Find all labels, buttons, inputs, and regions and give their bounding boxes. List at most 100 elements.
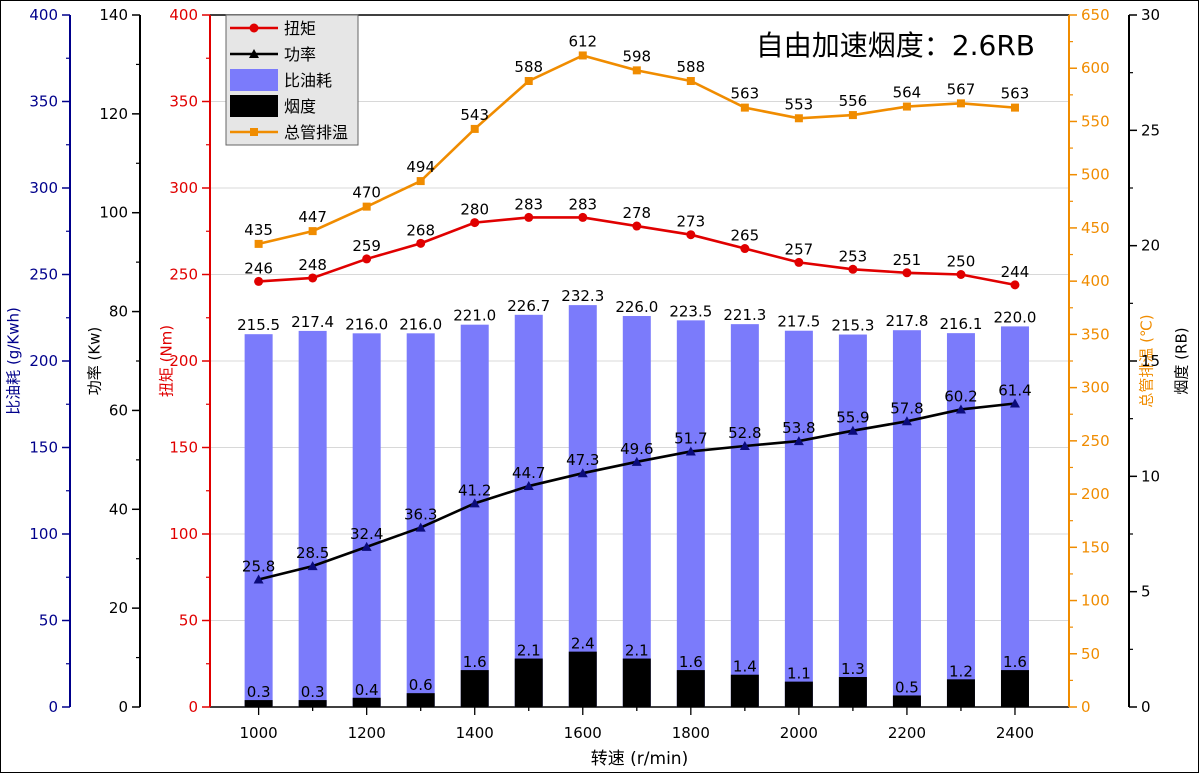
torque-tick-label: 0 bbox=[188, 698, 198, 716]
bsfc-data-label: 223.5 bbox=[669, 302, 712, 320]
exhaust-marker bbox=[362, 202, 371, 211]
power-marker bbox=[361, 541, 372, 551]
exhaust-tick-label: 400 bbox=[1081, 272, 1110, 290]
exhaust-marker bbox=[470, 124, 479, 133]
bsfc-axis: 0 50 100 150 200 250 300 350 400 比油耗 (g/Kwh) bbox=[5, 6, 71, 716]
power-marker bbox=[685, 446, 696, 456]
exhaust-series-data-label: 553 bbox=[785, 95, 814, 113]
torque-marker bbox=[308, 273, 318, 283]
power-marker bbox=[739, 441, 750, 451]
bsfc-bar bbox=[1000, 326, 1029, 707]
smoke-bar bbox=[1000, 670, 1029, 707]
torque-marker bbox=[956, 270, 966, 279]
power-marker bbox=[793, 436, 804, 446]
chart-title: 自由加速烟度：2.6RB bbox=[756, 29, 1035, 62]
bsfc-data-label: 217.5 bbox=[777, 313, 820, 331]
smoke-data-label: 1.4 bbox=[733, 658, 757, 676]
exhaust-marker bbox=[956, 99, 965, 108]
power-marker bbox=[955, 404, 966, 414]
exhaust-tick-label: 650 bbox=[1081, 6, 1110, 24]
power-marker bbox=[307, 561, 318, 571]
smoke-data-label: 0.4 bbox=[355, 681, 379, 699]
torque-tick-label: 100 bbox=[169, 525, 198, 543]
torque-series-data-label: 283 bbox=[514, 195, 543, 213]
torque-series-data-label: 280 bbox=[460, 201, 489, 219]
torque-marker bbox=[362, 254, 372, 264]
torque-series-data-label: 248 bbox=[298, 256, 327, 274]
bsfc-data-label: 226.7 bbox=[507, 297, 550, 315]
exhaust-series-data-label: 543 bbox=[460, 106, 489, 124]
bsfc-data-label: 217.4 bbox=[291, 313, 334, 331]
torque-series-data-label: 244 bbox=[1001, 263, 1030, 281]
power-series-data-label: 52.8 bbox=[728, 424, 761, 442]
x-tick-label: 1600 bbox=[564, 724, 602, 742]
torque-tick-label: 400 bbox=[169, 6, 198, 24]
torque-tick-label: 200 bbox=[169, 352, 198, 370]
bsfc-bar bbox=[892, 330, 921, 707]
torque-axis-label: 扭矩 (Nm) bbox=[158, 325, 176, 397]
power-series-data-label: 60.2 bbox=[944, 387, 977, 405]
power-tick-label: 0 bbox=[118, 698, 128, 716]
smoke-bar bbox=[676, 670, 705, 707]
power-series-data-label: 36.3 bbox=[404, 506, 437, 524]
torque-axis: 0 50 100 150 200 250 300 350 400 扭矩 (Nm) bbox=[158, 6, 211, 716]
bsfc-data-label: 232.3 bbox=[561, 287, 604, 305]
smoke-bars: 0.3 0.3 0.4 0.6 1.6 2.1 2.4 2.1 1.6 1.4 1.1 1.3 0.5 1… bbox=[244, 635, 1029, 707]
power-series-data-label: 41.2 bbox=[458, 481, 491, 499]
exhaust-marker bbox=[686, 77, 695, 86]
smoke-bar bbox=[730, 674, 759, 707]
exhaust-series-data-label: 494 bbox=[406, 158, 435, 176]
smoke-tick-label: 5 bbox=[1141, 583, 1151, 601]
legend-label-smoke: 烟度 bbox=[284, 97, 316, 116]
torque-series-data-label: 268 bbox=[406, 221, 435, 239]
bsfc-bar bbox=[946, 333, 975, 707]
smoke-axis: 0 5 10 15 20 25 30 烟度 (RB) bbox=[1128, 6, 1191, 716]
smoke-tick-label: 30 bbox=[1141, 6, 1160, 24]
torque-series: 246 248 259 268 280 283 283 278 273 265 257 253 251 2… bbox=[244, 195, 1030, 290]
power-series-data-label: 57.8 bbox=[890, 399, 923, 417]
exhaust-series-data-label: 470 bbox=[352, 184, 381, 202]
power-marker bbox=[577, 468, 588, 478]
smoke-data-label: 1.6 bbox=[463, 653, 487, 671]
torque-series-data-label: 265 bbox=[731, 227, 760, 245]
torque-marker bbox=[740, 244, 750, 254]
bsfc-data-label: 215.3 bbox=[831, 317, 874, 335]
smoke-tick-label: 0 bbox=[1141, 698, 1151, 716]
torque-tick-label: 300 bbox=[169, 179, 198, 197]
power-axis-label: 功率 (Kw) bbox=[86, 327, 104, 396]
bsfc-bar bbox=[244, 334, 273, 707]
bsfc-bars: 215.5 217.4 216.0 216.0 221.0 226.7 232.3 226.0… bbox=[237, 287, 1036, 707]
bsfc-bar bbox=[352, 333, 381, 707]
bsfc-bar bbox=[460, 324, 489, 707]
exhaust-tick-label: 350 bbox=[1081, 325, 1110, 343]
exhaust-series-data-label: 588 bbox=[677, 58, 706, 76]
exhaust-marker bbox=[794, 114, 803, 123]
smoke-tick-label: 20 bbox=[1141, 237, 1160, 255]
power-series-data-label: 44.7 bbox=[512, 464, 545, 482]
smoke-bar bbox=[460, 670, 489, 707]
exhaust-marker bbox=[524, 77, 533, 86]
torque-tick-label: 350 bbox=[169, 93, 198, 111]
legend-label-exhaust: 总管排温 bbox=[284, 123, 348, 142]
smoke-bar bbox=[784, 681, 813, 707]
smoke-data-label: 0.3 bbox=[301, 683, 325, 701]
exhaust-series-data-label: 556 bbox=[839, 92, 868, 110]
legend-swatch-smoke bbox=[230, 95, 278, 117]
smoke-tick-label: 15 bbox=[1141, 352, 1160, 370]
smoke-bar bbox=[892, 695, 921, 707]
smoke-bar bbox=[568, 651, 597, 707]
bsfc-tick-label: 400 bbox=[29, 6, 58, 24]
smoke-bar bbox=[352, 697, 381, 707]
power-tick-label: 20 bbox=[109, 599, 128, 617]
exhaust-tick-label: 300 bbox=[1081, 379, 1110, 397]
smoke-data-label: 1.6 bbox=[1003, 653, 1027, 671]
bsfc-data-label: 217.8 bbox=[885, 312, 928, 330]
exhaust-tick-label: 250 bbox=[1081, 432, 1110, 450]
power-series-data-label: 51.7 bbox=[674, 429, 707, 447]
torque-series-data-label: 246 bbox=[244, 259, 273, 277]
bsfc-tick-label: 100 bbox=[29, 525, 58, 543]
smoke-bar bbox=[298, 700, 327, 707]
